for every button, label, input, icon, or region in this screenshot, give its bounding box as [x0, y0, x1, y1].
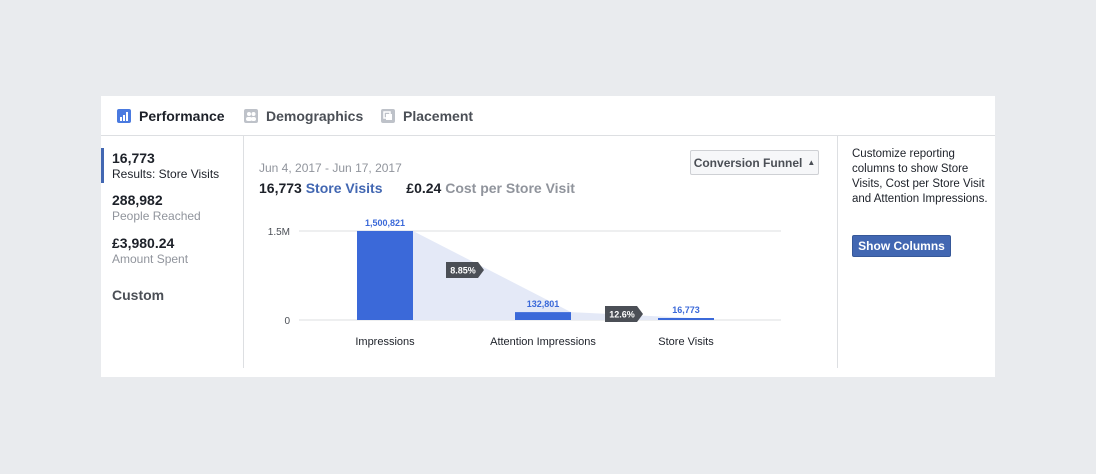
- tab-placement[interactable]: Placement: [381, 96, 473, 135]
- custom-metrics-link[interactable]: Custom: [112, 287, 165, 303]
- people-icon: [244, 108, 258, 123]
- funnel-area: [413, 230, 571, 320]
- data-label: 1,500,821: [365, 218, 405, 228]
- metric-label: People Reached: [112, 209, 201, 223]
- y-tick-label: 0: [284, 316, 290, 327]
- placement-icon: [381, 108, 395, 123]
- y-tick-label: 1.5M: [268, 227, 290, 238]
- customize-panel: Customize reporting columns to show Stor…: [837, 136, 996, 368]
- chart-type-dropdown[interactable]: Conversion Funnel ▲︎: [690, 150, 819, 175]
- tab-performance[interactable]: Performance: [117, 96, 225, 135]
- conversion-rate-label: 8.85%: [450, 266, 476, 276]
- metric-value: 288,982: [112, 192, 163, 208]
- conversion-badge: [446, 262, 484, 278]
- funnel-chart: 1.5M 0 1,500,821 Impressions 132,801 Attentio…: [268, 218, 781, 348]
- bar: [515, 312, 571, 320]
- customize-description: Customize reporting columns to show Stor…: [852, 148, 988, 205]
- tab-label: Demographics: [266, 107, 364, 124]
- tab-label: Placement: [403, 107, 474, 124]
- chart-panel: Jun 4, 2017 - Jun 17, 2017 16,773 Store …: [244, 136, 836, 368]
- cost-label: Cost per Store Visit: [445, 180, 575, 196]
- metric-label: Amount Spent: [112, 252, 189, 266]
- date-range: Jun 4, 2017 - Jun 17, 2017: [259, 161, 402, 175]
- performance-card: Performance Demographics Placement 16,77…: [101, 96, 995, 377]
- x-tick-label: Store Visits: [658, 336, 714, 348]
- selected-indicator: [101, 148, 104, 183]
- bar: [357, 230, 413, 320]
- x-tick-label: Impressions: [355, 336, 415, 348]
- metric-results[interactable]: 16,773 Results: Store Visits: [112, 150, 219, 182]
- tab-label: Performance: [139, 107, 225, 124]
- conversion-badge: [605, 306, 643, 322]
- bar: [658, 318, 714, 320]
- data-label: 132,801: [527, 299, 560, 309]
- x-tick-label: Attention Impressions: [490, 336, 596, 348]
- dropdown-label: Conversion Funnel: [693, 155, 803, 170]
- metric-label: Results: Store Visits: [112, 167, 220, 181]
- metric-people-reached[interactable]: 288,982 People Reached: [112, 192, 201, 224]
- sort-caret-icon: ▲︎: [807, 158, 816, 167]
- metric-amount-spent[interactable]: £3,980.24 Amount Spent: [112, 235, 188, 267]
- bar-chart-icon: [117, 108, 131, 123]
- result-label: Store Visits: [305, 180, 383, 196]
- conversion-rate-label: 12.6%: [609, 310, 635, 320]
- show-columns-button[interactable]: Show Columns: [852, 235, 951, 257]
- tab-bar: Performance Demographics Placement: [101, 96, 995, 136]
- results-summary: 16,773 Store Visits £0.24 Cost per Store…: [259, 180, 575, 196]
- metrics-sidebar: 16,773 Results: Store Visits 288,982 Peo…: [101, 136, 244, 368]
- cost-value: £0.24: [406, 180, 442, 196]
- data-label: 16,773: [672, 305, 700, 315]
- result-value: 16,773: [259, 180, 302, 196]
- metric-value: £3,980.24: [112, 235, 175, 251]
- tab-demographics[interactable]: Demographics: [244, 96, 363, 135]
- metric-value: 16,773: [112, 150, 155, 166]
